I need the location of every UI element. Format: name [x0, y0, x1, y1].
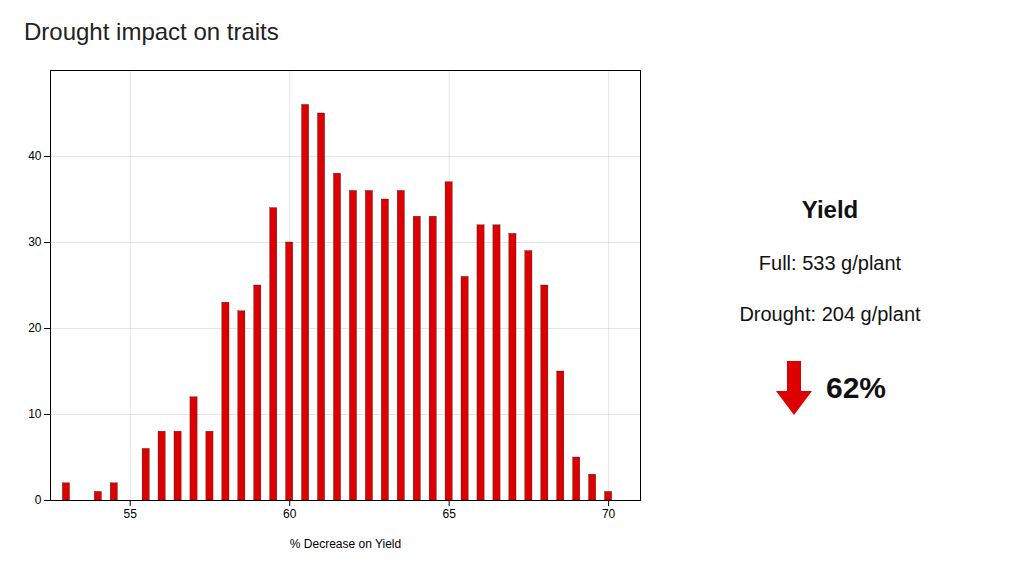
- html-text:Yield: Yield: [801, 196, 859, 223]
- svg-text:70: 70: [602, 507, 616, 521]
- svg-text:60: 60: [283, 507, 297, 521]
- html-text:Drought: 204 g/plant: Drought: 204 g/plant: [739, 303, 921, 325]
- svg-text:55: 55: [124, 507, 138, 521]
- svg-text:30: 30: [28, 235, 42, 249]
- svg-text:40: 40: [28, 149, 42, 163]
- svg-text:10: 10: [28, 407, 42, 421]
- html-text:Full: 533 g/plant: Full: 533 g/plant: [758, 252, 902, 274]
- svg-text:0: 0: [35, 493, 42, 507]
- html-text:Drought impact on traits: Drought impact on traits: [24, 18, 279, 45]
- svg-text:65: 65: [442, 507, 456, 521]
- svg-text:20: 20: [28, 321, 42, 335]
- svg-text:% Decrease on Yield: % Decrease on Yield: [290, 537, 401, 551]
- html-text:62%: 62%: [826, 371, 886, 404]
